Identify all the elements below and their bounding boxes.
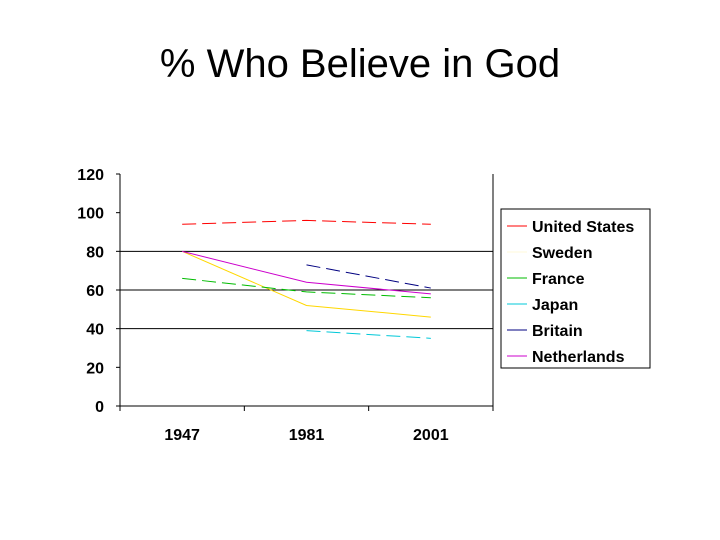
- legend: United States Sweden France Japan Britain Net…: [500, 208, 651, 369]
- y-tick-label-80: 80: [86, 244, 104, 261]
- series-line-japan: [306, 330, 431, 339]
- legend-label-britain: Britain: [532, 323, 583, 340]
- y-tick-label-100: 100: [77, 206, 104, 223]
- legend-label-france: France: [532, 271, 585, 288]
- legend-box: [500, 208, 651, 369]
- gridlines: [120, 250, 493, 330]
- series-line-france: [182, 277, 431, 299]
- chart-title: % Who Believe in God: [159, 42, 561, 86]
- series-line-britain: [306, 264, 431, 289]
- series-line-netherlands: [182, 250, 431, 295]
- series-line-sweden: [181, 250, 431, 318]
- legend-label-united-states: United States: [532, 219, 634, 236]
- series-lines: [181, 219, 431, 339]
- x-tick-label-2001: 2001: [413, 427, 449, 444]
- y-tick-label-40: 40: [86, 322, 104, 339]
- y-tick-label-20: 20: [86, 360, 104, 377]
- series-line-united-states: [182, 219, 431, 225]
- legend-label-japan: Japan: [532, 297, 578, 314]
- legend-label-netherlands: Netherlands: [532, 349, 625, 366]
- y-tick-label-120: 120: [77, 167, 104, 184]
- x-tick-label-1981: 1981: [289, 427, 325, 444]
- x-tick-label-1947: 1947: [164, 427, 200, 444]
- y-tick-label-60: 60: [86, 283, 104, 300]
- axes: 0 20 40 60 80 100 120 1947 1981 2001: [77, 167, 494, 444]
- y-tick-label-0: 0: [95, 399, 104, 416]
- legend-label-sweden: Sweden: [532, 245, 592, 262]
